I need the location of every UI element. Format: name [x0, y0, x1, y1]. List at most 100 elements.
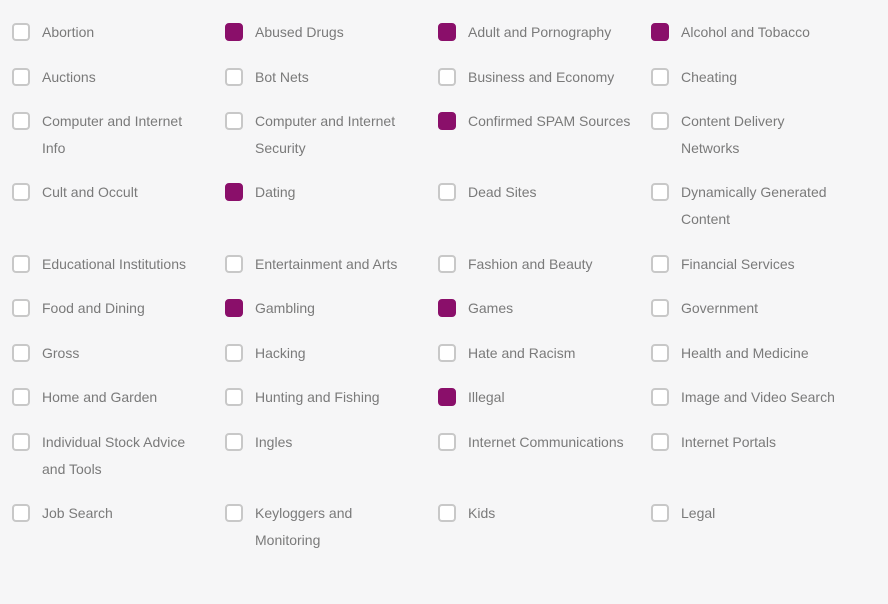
category-item-hate-and-racism: Hate and Racism [436, 333, 649, 378]
category-label: Gross [42, 340, 221, 367]
category-checkbox-hunting-and-fishing[interactable] [225, 388, 243, 406]
category-checkbox-abortion[interactable] [12, 23, 30, 41]
category-item-bot-nets: Bot Nets [223, 57, 436, 102]
category-item-computer-and-internet-info: Computer and Internet Info [10, 101, 223, 172]
category-checkbox-legal[interactable] [651, 504, 669, 522]
category-label: Food and Dining [42, 295, 221, 322]
category-item-entertainment-and-arts: Entertainment and Arts [223, 244, 436, 289]
category-checkbox-image-and-video-search[interactable] [651, 388, 669, 406]
category-label: Individual Stock Advice and Tools [42, 429, 221, 482]
category-item-computer-and-internet-security: Computer and Internet Security [223, 101, 436, 172]
category-label: Keyloggers and Monitoring [255, 500, 434, 553]
category-checkbox-fashion-and-beauty[interactable] [438, 255, 456, 273]
category-item-illegal: Illegal [436, 377, 649, 422]
category-checkbox-adult-and-pornography[interactable] [438, 23, 456, 41]
category-item-fashion-and-beauty: Fashion and Beauty [436, 244, 649, 289]
category-label: Government [681, 295, 860, 322]
category-checkbox-bot-nets[interactable] [225, 68, 243, 86]
category-label: Dating [255, 179, 434, 206]
category-item-job-search: Job Search [10, 493, 223, 564]
category-checkbox-computer-and-internet-security[interactable] [225, 112, 243, 130]
category-label: Image and Video Search [681, 384, 860, 411]
category-label: Cheating [681, 64, 860, 91]
category-label: Abused Drugs [255, 19, 434, 46]
category-checkbox-hacking[interactable] [225, 344, 243, 362]
category-checkbox-business-and-economy[interactable] [438, 68, 456, 86]
category-checkbox-hate-and-racism[interactable] [438, 344, 456, 362]
category-label: Abortion [42, 19, 221, 46]
category-checkbox-confirmed-spam-sources[interactable] [438, 112, 456, 130]
category-checkbox-entertainment-and-arts[interactable] [225, 255, 243, 273]
category-checkbox-individual-stock-advice-and-tools[interactable] [12, 433, 30, 451]
category-label: Ingles [255, 429, 434, 456]
category-checkbox-cult-and-occult[interactable] [12, 183, 30, 201]
category-checkbox-content-delivery-networks[interactable] [651, 112, 669, 130]
category-item-dead-sites: Dead Sites [436, 172, 649, 243]
category-label: Kids [468, 500, 647, 527]
category-checkbox-gross[interactable] [12, 344, 30, 362]
category-grid: Abortion Abused Drugs Adult and Pornograph… [0, 0, 888, 576]
category-label: Internet Communications [468, 429, 647, 456]
category-checkbox-financial-services[interactable] [651, 255, 669, 273]
category-checkbox-dead-sites[interactable] [438, 183, 456, 201]
category-label: Confirmed SPAM Sources [468, 108, 647, 135]
category-item-educational-institutions: Educational Institutions [10, 244, 223, 289]
category-checkbox-ingles[interactable] [225, 433, 243, 451]
category-checkbox-keyloggers-and-monitoring[interactable] [225, 504, 243, 522]
category-label: Adult and Pornography [468, 19, 647, 46]
category-item-dynamically-generated-content: Dynamically Generated Content [649, 172, 862, 243]
category-checkbox-government[interactable] [651, 299, 669, 317]
category-label: Dead Sites [468, 179, 647, 206]
category-item-food-and-dining: Food and Dining [10, 288, 223, 333]
category-checkbox-cheating[interactable] [651, 68, 669, 86]
category-checkbox-internet-portals[interactable] [651, 433, 669, 451]
category-label: Gambling [255, 295, 434, 322]
category-checkbox-job-search[interactable] [12, 504, 30, 522]
category-item-internet-communications: Internet Communications [436, 422, 649, 493]
category-checkbox-internet-communications[interactable] [438, 433, 456, 451]
category-checkbox-kids[interactable] [438, 504, 456, 522]
category-label: Hacking [255, 340, 434, 367]
category-label: Cult and Occult [42, 179, 221, 206]
category-item-abortion: Abortion [10, 12, 223, 57]
category-checkbox-health-and-medicine[interactable] [651, 344, 669, 362]
category-item-content-delivery-networks: Content Delivery Networks [649, 101, 862, 172]
category-checkbox-games[interactable] [438, 299, 456, 317]
category-checkbox-dating[interactable] [225, 183, 243, 201]
category-label: Educational Institutions [42, 251, 221, 278]
category-checkbox-illegal[interactable] [438, 388, 456, 406]
category-checkbox-auctions[interactable] [12, 68, 30, 86]
category-checkbox-dynamically-generated-content[interactable] [651, 183, 669, 201]
category-item-legal: Legal [649, 493, 862, 564]
category-item-cult-and-occult: Cult and Occult [10, 172, 223, 243]
category-label: Bot Nets [255, 64, 434, 91]
category-item-kids: Kids [436, 493, 649, 564]
category-item-alcohol-and-tobacco: Alcohol and Tobacco [649, 12, 862, 57]
category-checkbox-abused-drugs[interactable] [225, 23, 243, 41]
category-item-dating: Dating [223, 172, 436, 243]
category-item-health-and-medicine: Health and Medicine [649, 333, 862, 378]
category-checkbox-alcohol-and-tobacco[interactable] [651, 23, 669, 41]
category-item-business-and-economy: Business and Economy [436, 57, 649, 102]
category-checkbox-computer-and-internet-info[interactable] [12, 112, 30, 130]
category-label: Hunting and Fishing [255, 384, 434, 411]
category-label: Computer and Internet Security [255, 108, 434, 161]
category-item-internet-portals: Internet Portals [649, 422, 862, 493]
category-item-financial-services: Financial Services [649, 244, 862, 289]
category-label: Job Search [42, 500, 221, 527]
category-label: Dynamically Generated Content [681, 179, 860, 232]
category-label: Hate and Racism [468, 340, 647, 367]
category-item-ingles: Ingles [223, 422, 436, 493]
category-checkbox-gambling[interactable] [225, 299, 243, 317]
category-label: Financial Services [681, 251, 860, 278]
category-label: Fashion and Beauty [468, 251, 647, 278]
category-checkbox-home-and-garden[interactable] [12, 388, 30, 406]
category-item-adult-and-pornography: Adult and Pornography [436, 12, 649, 57]
category-item-cheating: Cheating [649, 57, 862, 102]
category-checkbox-food-and-dining[interactable] [12, 299, 30, 317]
category-item-government: Government [649, 288, 862, 333]
category-label: Legal [681, 500, 860, 527]
category-checkbox-educational-institutions[interactable] [12, 255, 30, 273]
category-item-image-and-video-search: Image and Video Search [649, 377, 862, 422]
category-item-abused-drugs: Abused Drugs [223, 12, 436, 57]
